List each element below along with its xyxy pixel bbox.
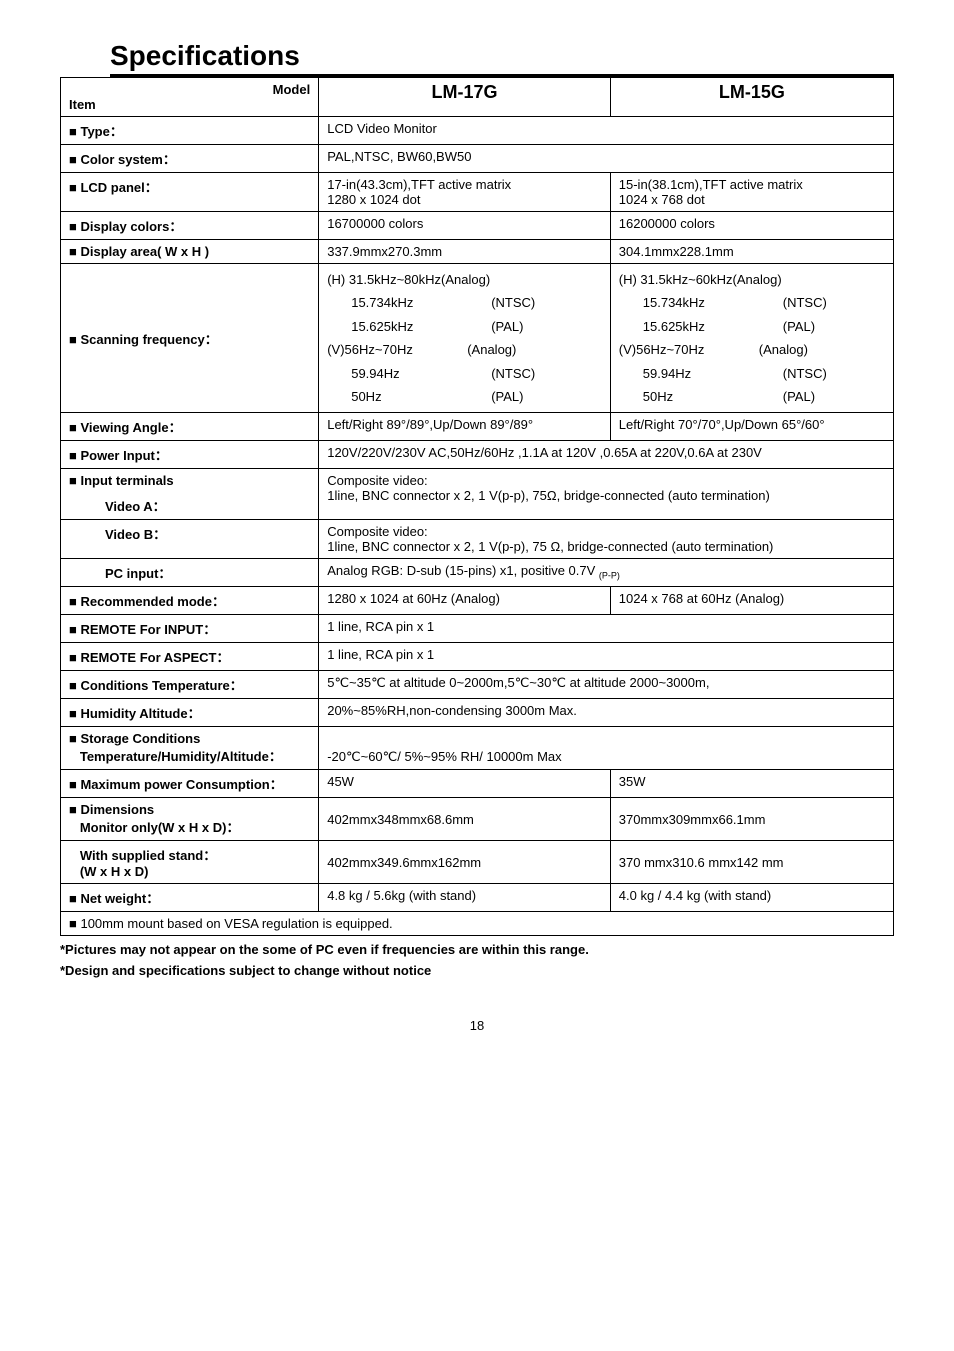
label-pc-input: PC input： xyxy=(61,559,319,587)
value-net-weight-a: 4.8 kg / 5.6kg (with stand) xyxy=(319,884,611,912)
label-net-weight: ■ Net weight： xyxy=(61,884,319,912)
value-lcd-panel-a: 17-in(43.3cm),TFT active matrix 1280 x 1… xyxy=(319,173,611,212)
value-display-area-b: 304.1mmx228.1mm xyxy=(610,240,893,264)
label-display-area: ■ Display area( W x H ) xyxy=(61,240,319,264)
value-viewing-angle-a: Left/Right 89°/89°,Up/Down 89°/89° xyxy=(319,413,611,441)
header-model-label: Model xyxy=(273,82,311,97)
label-lcd-panel: ■ LCD panel： xyxy=(61,173,319,212)
row-scanning: ■ Scanning frequency： (H) 31.5kHz~80kHz(… xyxy=(61,264,894,413)
row-viewing-angle: ■ Viewing Angle： Left/Right 89°/89°,Up/D… xyxy=(61,413,894,441)
value-video-a: Composite video: 1line, BNC connector x … xyxy=(319,469,894,520)
row-max-power: ■ Maximum power Consumption： 45W 35W xyxy=(61,770,894,798)
header-item-cell: Model Item xyxy=(61,78,319,117)
value-recommended-a: 1280 x 1024 at 60Hz (Analog) xyxy=(319,587,611,615)
value-dimensions-b: 370mmx309mmx66.1mm xyxy=(610,798,893,841)
row-dimensions: ■ Dimensions Monitor only(W x H x D)： 40… xyxy=(61,798,894,841)
value-lcd-panel-b: 15-in(38.1cm),TFT active matrix 1024 x 7… xyxy=(610,173,893,212)
header-item-label: Item xyxy=(69,97,96,112)
label-dimensions: ■ Dimensions Monitor only(W x H x D)： xyxy=(61,798,319,841)
specifications-table: Model Item LM-17G LM-15G ■ Type： LCD Vid… xyxy=(60,77,894,936)
label-video-a: Video A： xyxy=(61,492,319,520)
value-remote-input: 1 line, RCA pin x 1 xyxy=(319,615,894,643)
value-color-system: PAL,NTSC, BW60,BW50 xyxy=(319,145,894,173)
row-net-weight: ■ Net weight： 4.8 kg / 5.6kg (with stand… xyxy=(61,884,894,912)
label-remote-input: ■ REMOTE For INPUT： xyxy=(61,615,319,643)
value-with-stand-a: 402mmx349.6mmx162mm xyxy=(319,841,611,884)
row-type: ■ Type： LCD Video Monitor xyxy=(61,117,894,145)
value-display-area-a: 337.9mmx270.3mm xyxy=(319,240,611,264)
row-lcd-panel: ■ LCD panel： 17-in(43.3cm),TFT active ma… xyxy=(61,173,894,212)
footnote-2: *Design and specifications subject to ch… xyxy=(60,963,894,978)
label-scanning: ■ Scanning frequency： xyxy=(61,264,319,413)
value-storage: -20℃~60℃/ 5%~95% RH/ 10000m Max xyxy=(319,727,894,770)
value-power-input: 120V/220V/230V AC,50Hz/60Hz ,1.1A at 120… xyxy=(319,441,894,469)
value-video-b: Composite video: 1line, BNC connector x … xyxy=(319,520,894,559)
label-max-power: ■ Maximum power Consumption： xyxy=(61,770,319,798)
value-remote-aspect: 1 line, RCA pin x 1 xyxy=(319,643,894,671)
label-display-colors: ■ Display colors： xyxy=(61,212,319,240)
label-with-stand: With supplied stand： (W x H x D) xyxy=(61,841,319,884)
label-storage: ■ Storage Conditions Temperature/Humidit… xyxy=(61,727,319,770)
row-color-system: ■ Color system： PAL,NTSC, BW60,BW50 xyxy=(61,145,894,173)
value-display-colors-a: 16700000 colors xyxy=(319,212,611,240)
value-viewing-angle-b: Left/Right 70°/70°,Up/Down 65°/60° xyxy=(610,413,893,441)
value-conditions-temp: 5℃~35℃ at altitude 0~2000m,5℃~30℃ at alt… xyxy=(319,671,894,699)
label-power-input: ■ Power Input： xyxy=(61,441,319,469)
label-video-b: Video B： xyxy=(61,520,319,559)
value-type: LCD Video Monitor xyxy=(319,117,894,145)
label-type: ■ Type： xyxy=(61,117,319,145)
row-display-area: ■ Display area( W x H ) 337.9mmx270.3mm … xyxy=(61,240,894,264)
value-dimensions-a: 402mmx348mmx68.6mm xyxy=(319,798,611,841)
row-with-stand: With supplied stand： (W x H x D) 402mmx3… xyxy=(61,841,894,884)
value-net-weight-b: 4.0 kg / 4.4 kg (with stand) xyxy=(610,884,893,912)
row-recommended: ■ Recommended mode： 1280 x 1024 at 60Hz … xyxy=(61,587,894,615)
model-a-header: LM-17G xyxy=(319,78,611,117)
label-viewing-angle: ■ Viewing Angle： xyxy=(61,413,319,441)
row-remote-aspect: ■ REMOTE For ASPECT： 1 line, RCA pin x 1 xyxy=(61,643,894,671)
value-scanning-b: (H) 31.5kHz~60kHz(Analog) 15.734kHz(NTSC… xyxy=(610,264,893,413)
row-input-terminals-a: ■ Input terminals Composite video: 1line… xyxy=(61,469,894,493)
row-pc-input: PC input： Analog RGB: D-sub (15-pins) x1… xyxy=(61,559,894,587)
row-video-b: Video B： Composite video: 1line, BNC con… xyxy=(61,520,894,559)
value-with-stand-b: 370 mmx310.6 mmx142 mm xyxy=(610,841,893,884)
table-header-row: Model Item LM-17G LM-15G xyxy=(61,78,894,117)
value-scanning-a: (H) 31.5kHz~80kHz(Analog) 15.734kHz(NTSC… xyxy=(319,264,611,413)
value-vesa: ■ 100mm mount based on VESA regulation i… xyxy=(61,912,894,936)
row-remote-input: ■ REMOTE For INPUT： 1 line, RCA pin x 1 xyxy=(61,615,894,643)
row-power-input: ■ Power Input： 120V/220V/230V AC,50Hz/60… xyxy=(61,441,894,469)
label-conditions-temp: ■ Conditions Temperature： xyxy=(61,671,319,699)
value-recommended-b: 1024 x 768 at 60Hz (Analog) xyxy=(610,587,893,615)
page-title: Specifications xyxy=(110,40,894,77)
value-max-power-b: 35W xyxy=(610,770,893,798)
value-display-colors-b: 16200000 colors xyxy=(610,212,893,240)
label-humidity: ■ Humidity Altitude： xyxy=(61,699,319,727)
row-conditions-temp: ■ Conditions Temperature： 5℃~35℃ at alti… xyxy=(61,671,894,699)
footnote-1: *Pictures may not appear on the some of … xyxy=(60,942,894,957)
label-remote-aspect: ■ REMOTE For ASPECT： xyxy=(61,643,319,671)
label-recommended: ■ Recommended mode： xyxy=(61,587,319,615)
model-b-header: LM-15G xyxy=(610,78,893,117)
row-display-colors: ■ Display colors： 16700000 colors 162000… xyxy=(61,212,894,240)
label-input-terminals: ■ Input terminals xyxy=(61,469,319,493)
row-storage: ■ Storage Conditions Temperature/Humidit… xyxy=(61,727,894,770)
page-number: 18 xyxy=(60,1018,894,1033)
row-vesa: ■ 100mm mount based on VESA regulation i… xyxy=(61,912,894,936)
value-humidity: 20%~85%RH,non-condensing 3000m Max. xyxy=(319,699,894,727)
value-pc-input: Analog RGB: D-sub (15-pins) x1, positive… xyxy=(319,559,894,587)
value-max-power-a: 45W xyxy=(319,770,611,798)
label-color-system: ■ Color system： xyxy=(61,145,319,173)
row-humidity: ■ Humidity Altitude： 20%~85%RH,non-conde… xyxy=(61,699,894,727)
